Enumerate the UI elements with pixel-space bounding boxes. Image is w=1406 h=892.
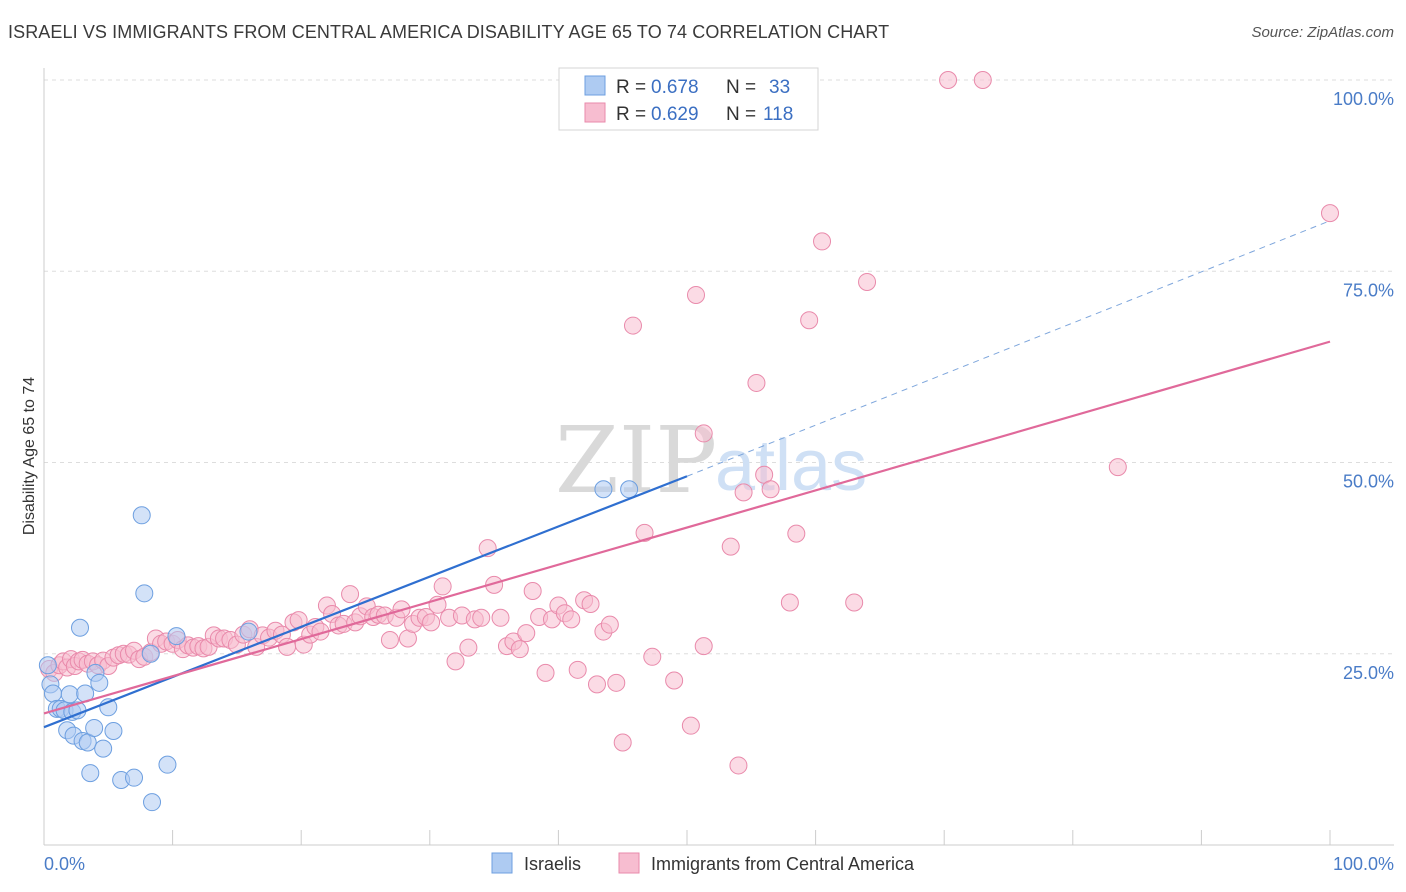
central-america-point [747, 373, 766, 392]
y-tick-label-75: 75.0% [1343, 280, 1394, 300]
legend-r-label-israelis: R = [616, 77, 651, 98]
central-america-point [568, 660, 587, 679]
y-tick-labels: 25.0% 50.0% 75.0% 100.0% [1333, 89, 1394, 683]
israelis-point [104, 722, 123, 741]
y-axis-label: Disability Age 65 to 74 [21, 377, 38, 535]
central-america-point [939, 71, 958, 89]
central-america-point [517, 624, 536, 643]
central-america-point [813, 232, 832, 251]
central-america-point [600, 615, 619, 634]
central-america-point [845, 593, 864, 612]
israelis-point [620, 480, 639, 499]
israelis-point [143, 793, 162, 812]
y-tick-label-50: 50.0% [1343, 472, 1394, 492]
central-america-point [681, 716, 700, 735]
central-america-point [459, 638, 478, 657]
watermark-zip: ZIP [555, 407, 717, 514]
legend-box: R = 0.678 N = 33 R = 0.629 N = 118 [558, 67, 819, 131]
central-america-point [665, 671, 684, 690]
central-america-point [694, 637, 713, 656]
central-america-point [536, 663, 555, 682]
israelis-point [239, 622, 258, 641]
legend-n-label-israelis: N = [726, 77, 756, 98]
israelis-point [132, 506, 151, 525]
x-tick-marks [43, 830, 1331, 845]
central-america-point [721, 537, 740, 556]
y-tick-label-25: 25.0% [1343, 663, 1394, 683]
central-america-point [623, 316, 642, 335]
legend-n-label-central-america: N = [726, 104, 756, 125]
central-america-point [562, 610, 581, 629]
central-america-point [613, 733, 632, 752]
central-america-point [761, 480, 780, 499]
israelis-point [38, 656, 57, 675]
legend-swatch-central-america [584, 102, 606, 123]
central-america-point [433, 577, 452, 596]
bottom-legend-label-central-america: Immigrants from Central America [651, 854, 915, 874]
bottom-legend-label-israelis: Israelis [524, 854, 581, 874]
central-america-point [643, 647, 662, 666]
israelis-point [60, 685, 79, 704]
central-america-point [694, 424, 713, 443]
central-america-point [523, 582, 542, 601]
israelis-point [167, 627, 186, 646]
central-america-point [422, 613, 441, 632]
central-america-point [729, 756, 748, 775]
israelis-point [594, 480, 613, 499]
x-tick-label-right: 100.0% [1333, 854, 1394, 874]
chart-title: ISRAELI VS IMMIGRANTS FROM CENTRAL AMERI… [8, 22, 890, 42]
central-america-point [1108, 458, 1127, 477]
israelis-point [158, 755, 177, 774]
y-tick-label-100: 100.0% [1333, 89, 1394, 109]
israelis-point [94, 739, 113, 758]
israelis-point [81, 764, 100, 783]
israelis-point [125, 768, 144, 787]
legend-swatch-israelis [584, 75, 606, 96]
central-america-point [341, 585, 360, 604]
legend-r-value-israelis: 0.678 [651, 77, 699, 98]
israelis-trend-line [43, 475, 688, 729]
central-america-point [858, 272, 877, 291]
bottom-legend-swatch-central-america [618, 852, 640, 874]
central-america-point [800, 311, 819, 330]
central-america-point [1321, 204, 1339, 223]
central-america-point [446, 652, 465, 671]
legend-n-value-central-america: 118 [763, 104, 793, 125]
israelis-point [85, 718, 104, 737]
legend-r-label-central-america: R = [616, 104, 646, 125]
central-america-point [491, 608, 510, 627]
bottom-legend: Israelis Immigrants from Central America [491, 852, 915, 874]
israelis-trend-extension [686, 220, 1331, 477]
central-america-point [635, 523, 654, 542]
central-america-point [607, 673, 626, 692]
israelis-point [135, 584, 154, 603]
central-america-point [581, 595, 600, 614]
central-america-trend-line [43, 340, 1331, 715]
bottom-legend-swatch-israelis [491, 852, 513, 874]
israelis-point [71, 618, 90, 637]
central-america-point [510, 640, 529, 659]
central-america-point [380, 630, 399, 649]
central-america-point [973, 71, 992, 89]
legend-n-value-israelis: 33 [769, 77, 790, 98]
israelis-point [141, 644, 160, 663]
israelis-point [44, 684, 63, 703]
central-america-point [787, 524, 806, 543]
trend-lines [43, 220, 1331, 729]
central-america-point [472, 608, 491, 627]
x-tick-label-left: 0.0% [44, 854, 85, 874]
legend-r-value-central-america: 0.629 [651, 104, 699, 125]
central-america-point [587, 675, 606, 694]
central-america-point [687, 285, 706, 304]
central-america-point [780, 593, 799, 612]
central-america-point [734, 483, 753, 502]
grid-layer [44, 79, 1394, 655]
chart-source: Source: ZipAtlas.com [1251, 24, 1394, 41]
israelis-point [90, 673, 109, 692]
